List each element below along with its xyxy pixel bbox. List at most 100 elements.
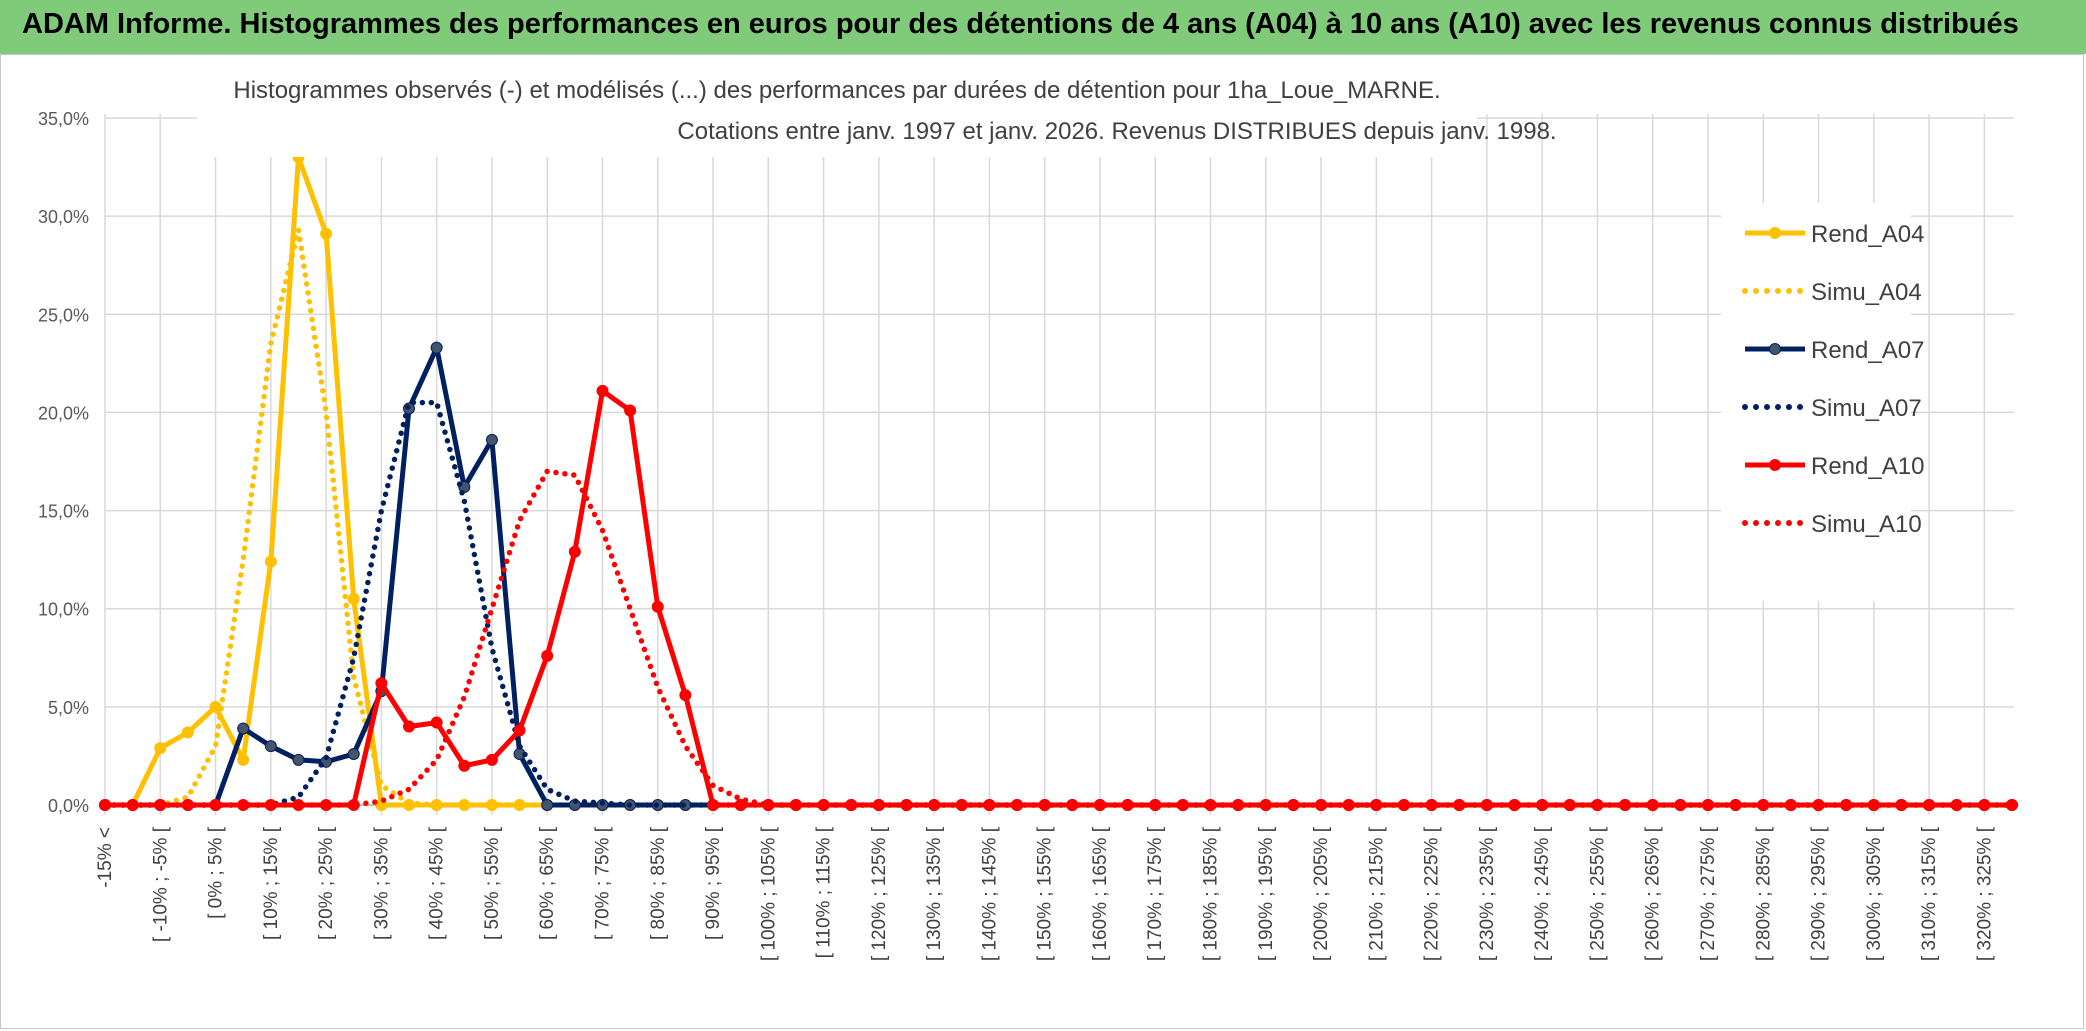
- x-tick-label: [ 120% ; 125% [: [869, 826, 890, 961]
- x-tick-label: [ 260% ; 265% [: [1643, 826, 1664, 961]
- data-point-Rend_A07: [292, 753, 305, 766]
- x-tick-label: [ 60% ; 65% [: [537, 826, 558, 940]
- x-tick-label: [ 70% ; 75% [: [592, 826, 613, 940]
- chart-subtitle: Cotations entre janv. 1997 et janv. 2026…: [677, 118, 1556, 145]
- data-point-Rend_A10: [403, 720, 416, 733]
- data-point-Rend_A10: [596, 384, 609, 397]
- legend-marker: [1769, 343, 1781, 355]
- x-tick-label: [ 90% ; 95% [: [703, 826, 724, 940]
- x-axis: -15% < [ -10% ; -5% [ [ 0% ; 5% [ [ 10% ; 1…: [95, 804, 2014, 961]
- legend-marker: [1769, 459, 1781, 471]
- y-tick-label: 5,0%: [48, 698, 89, 718]
- y-axis: 0,0% 5,0% 10,0% 15,0% 20,0% 25,0% 30,0% 35,0%: [38, 109, 89, 816]
- x-tick-label: [ 280% ; 285% [: [1753, 826, 1774, 961]
- data-point-Rend_A10: [375, 677, 388, 690]
- legend-label: Simu_A04: [1811, 279, 1922, 306]
- legend-label: Rend_A10: [1811, 453, 1924, 480]
- x-tick-label: [ 30% ; 35% [: [371, 826, 392, 940]
- data-point-Rend_A10: [734, 799, 747, 811]
- x-tick-label: [ 210% ; 215% [: [1366, 826, 1387, 961]
- x-tick-label: -15% <: [95, 827, 116, 888]
- x-tick-label: [ 240% ; 245% [: [1532, 826, 1553, 961]
- x-tick-label: [ 20% ; 25% [: [316, 826, 337, 940]
- x-tick-label: [ 220% ; 225% [: [1422, 826, 1443, 961]
- data-point-Rend_A04: [347, 592, 360, 605]
- legend-marker: [1769, 227, 1781, 239]
- x-tick-label: [ 40% ; 45% [: [427, 826, 448, 940]
- data-point-Rend_A10: [513, 724, 526, 737]
- y-tick-label: 30,0%: [38, 207, 89, 227]
- chart-title: Histogrammes observés (-) et modélisés (…: [233, 77, 1440, 104]
- x-tick-label: [ 50% ; 55% [: [482, 826, 503, 940]
- legend-entry-Rend_A04: Rend_A04: [1745, 221, 1924, 248]
- chart-frame: 0,0% 5,0% 10,0% 15,0% 20,0% 25,0% 30,0% 35,0% -…: [0, 54, 2084, 1029]
- data-point-Rend_A10: [541, 649, 554, 662]
- x-tick-label: [ 320% ; 325% [: [1974, 826, 1995, 961]
- legend-entry-Rend_A07: Rend_A07: [1745, 337, 1924, 364]
- legend-background: [1721, 203, 1911, 601]
- legend-label: Rend_A07: [1811, 337, 1924, 364]
- series-line-Simu_A10: [102, 468, 2015, 808]
- legend-entry-Simu_A04: Simu_A04: [1742, 279, 1922, 306]
- series-Simu_A07: [102, 399, 2015, 808]
- x-tick-label: [ 190% ; 195% [: [1256, 826, 1277, 961]
- data-point-Rend_A07: [541, 799, 554, 811]
- data-point-Rend_A04: [320, 227, 333, 240]
- data-point-Rend_A10: [2006, 799, 2018, 811]
- series-layer: [99, 151, 2018, 811]
- chart-legend: Rend_A04 Simu_A04 Rend_A07 Simu_A07 Rend_A10…: [1721, 203, 1924, 601]
- x-tick-label: [ 200% ; 205% [: [1311, 826, 1332, 961]
- x-tick-label: [ 130% ; 135% [: [924, 826, 945, 961]
- x-tick-label: [ 150% ; 155% [: [1035, 826, 1056, 961]
- legend-label: Simu_A07: [1811, 395, 1922, 422]
- legend-entry-Simu_A07: Simu_A07: [1742, 395, 1922, 422]
- legend-label: Rend_A04: [1811, 221, 1924, 248]
- y-tick-label: 10,0%: [38, 600, 89, 620]
- x-tick-label: [ 180% ; 185% [: [1201, 826, 1222, 961]
- y-tick-label: 0,0%: [48, 796, 89, 816]
- chart-title-group: Histogrammes observés (-) et modélisés (…: [197, 57, 1557, 157]
- legend-label: Simu_A10: [1811, 511, 1922, 538]
- y-tick-label: 15,0%: [38, 502, 89, 522]
- x-tick-label: [ 170% ; 175% [: [1145, 826, 1166, 961]
- y-tick-label: 35,0%: [38, 109, 89, 129]
- x-tick-label: [ 110% ; 115% [: [814, 826, 835, 958]
- data-point-Rend_A07: [237, 722, 250, 735]
- data-point-Rend_A10: [458, 759, 471, 772]
- x-tick-label: [ 310% ; 315% [: [1919, 826, 1940, 961]
- x-tick-label: [ -10% ; -5% [: [150, 826, 171, 942]
- data-point-Rend_A07: [485, 433, 498, 446]
- x-tick-label: [ 0% ; 5% [: [206, 826, 227, 919]
- series-line-Simu_A07: [102, 399, 2015, 808]
- report-title: ADAM Informe. Histogrammes des performan…: [22, 8, 2019, 40]
- data-point-Rend_A10: [485, 753, 498, 766]
- data-point-Rend_A10: [568, 545, 581, 558]
- report-banner: ADAM Informe. Histogrammes des performan…: [0, 0, 2086, 54]
- x-tick-label: [ 160% ; 165% [: [1090, 826, 1111, 961]
- x-tick-label: [ 250% ; 255% [: [1587, 826, 1608, 961]
- performance-histogram-chart: 0,0% 5,0% 10,0% 15,0% 20,0% 25,0% 30,0% 35,0% -…: [38, 57, 2018, 961]
- legend-entry-Simu_A10: Simu_A10: [1742, 511, 1922, 538]
- data-point-Rend_A10: [651, 600, 664, 613]
- legend-entry-Rend_A10: Rend_A10: [1745, 453, 1924, 480]
- x-tick-label: [ 270% ; 275% [: [1698, 826, 1719, 961]
- x-tick-label: [ 230% ; 235% [: [1477, 826, 1498, 961]
- data-point-Rend_A04: [264, 555, 277, 568]
- data-point-Rend_A10: [430, 716, 443, 729]
- series-Simu_A10: [102, 468, 2015, 808]
- x-tick-label: [ 10% ; 15% [: [261, 826, 282, 940]
- x-tick-label: [ 290% ; 295% [: [1809, 826, 1830, 961]
- data-point-Rend_A07: [264, 740, 277, 753]
- data-point-Rend_A04: [181, 726, 194, 739]
- data-point-Rend_A04: [154, 742, 167, 755]
- data-point-Rend_A10: [679, 689, 692, 702]
- x-tick-label: [ 300% ; 305% [: [1864, 826, 1885, 961]
- x-tick-label: [ 80% ; 85% [: [648, 826, 669, 940]
- x-tick-label: [ 100% ; 105% [: [758, 826, 779, 961]
- data-point-Rend_A07: [430, 341, 443, 354]
- data-point-Rend_A07: [347, 747, 360, 760]
- x-tick-label: [ 140% ; 145% [: [979, 826, 1000, 961]
- data-point-Rend_A10: [624, 404, 637, 417]
- y-tick-label: 25,0%: [38, 305, 89, 325]
- y-tick-label: 20,0%: [38, 403, 89, 423]
